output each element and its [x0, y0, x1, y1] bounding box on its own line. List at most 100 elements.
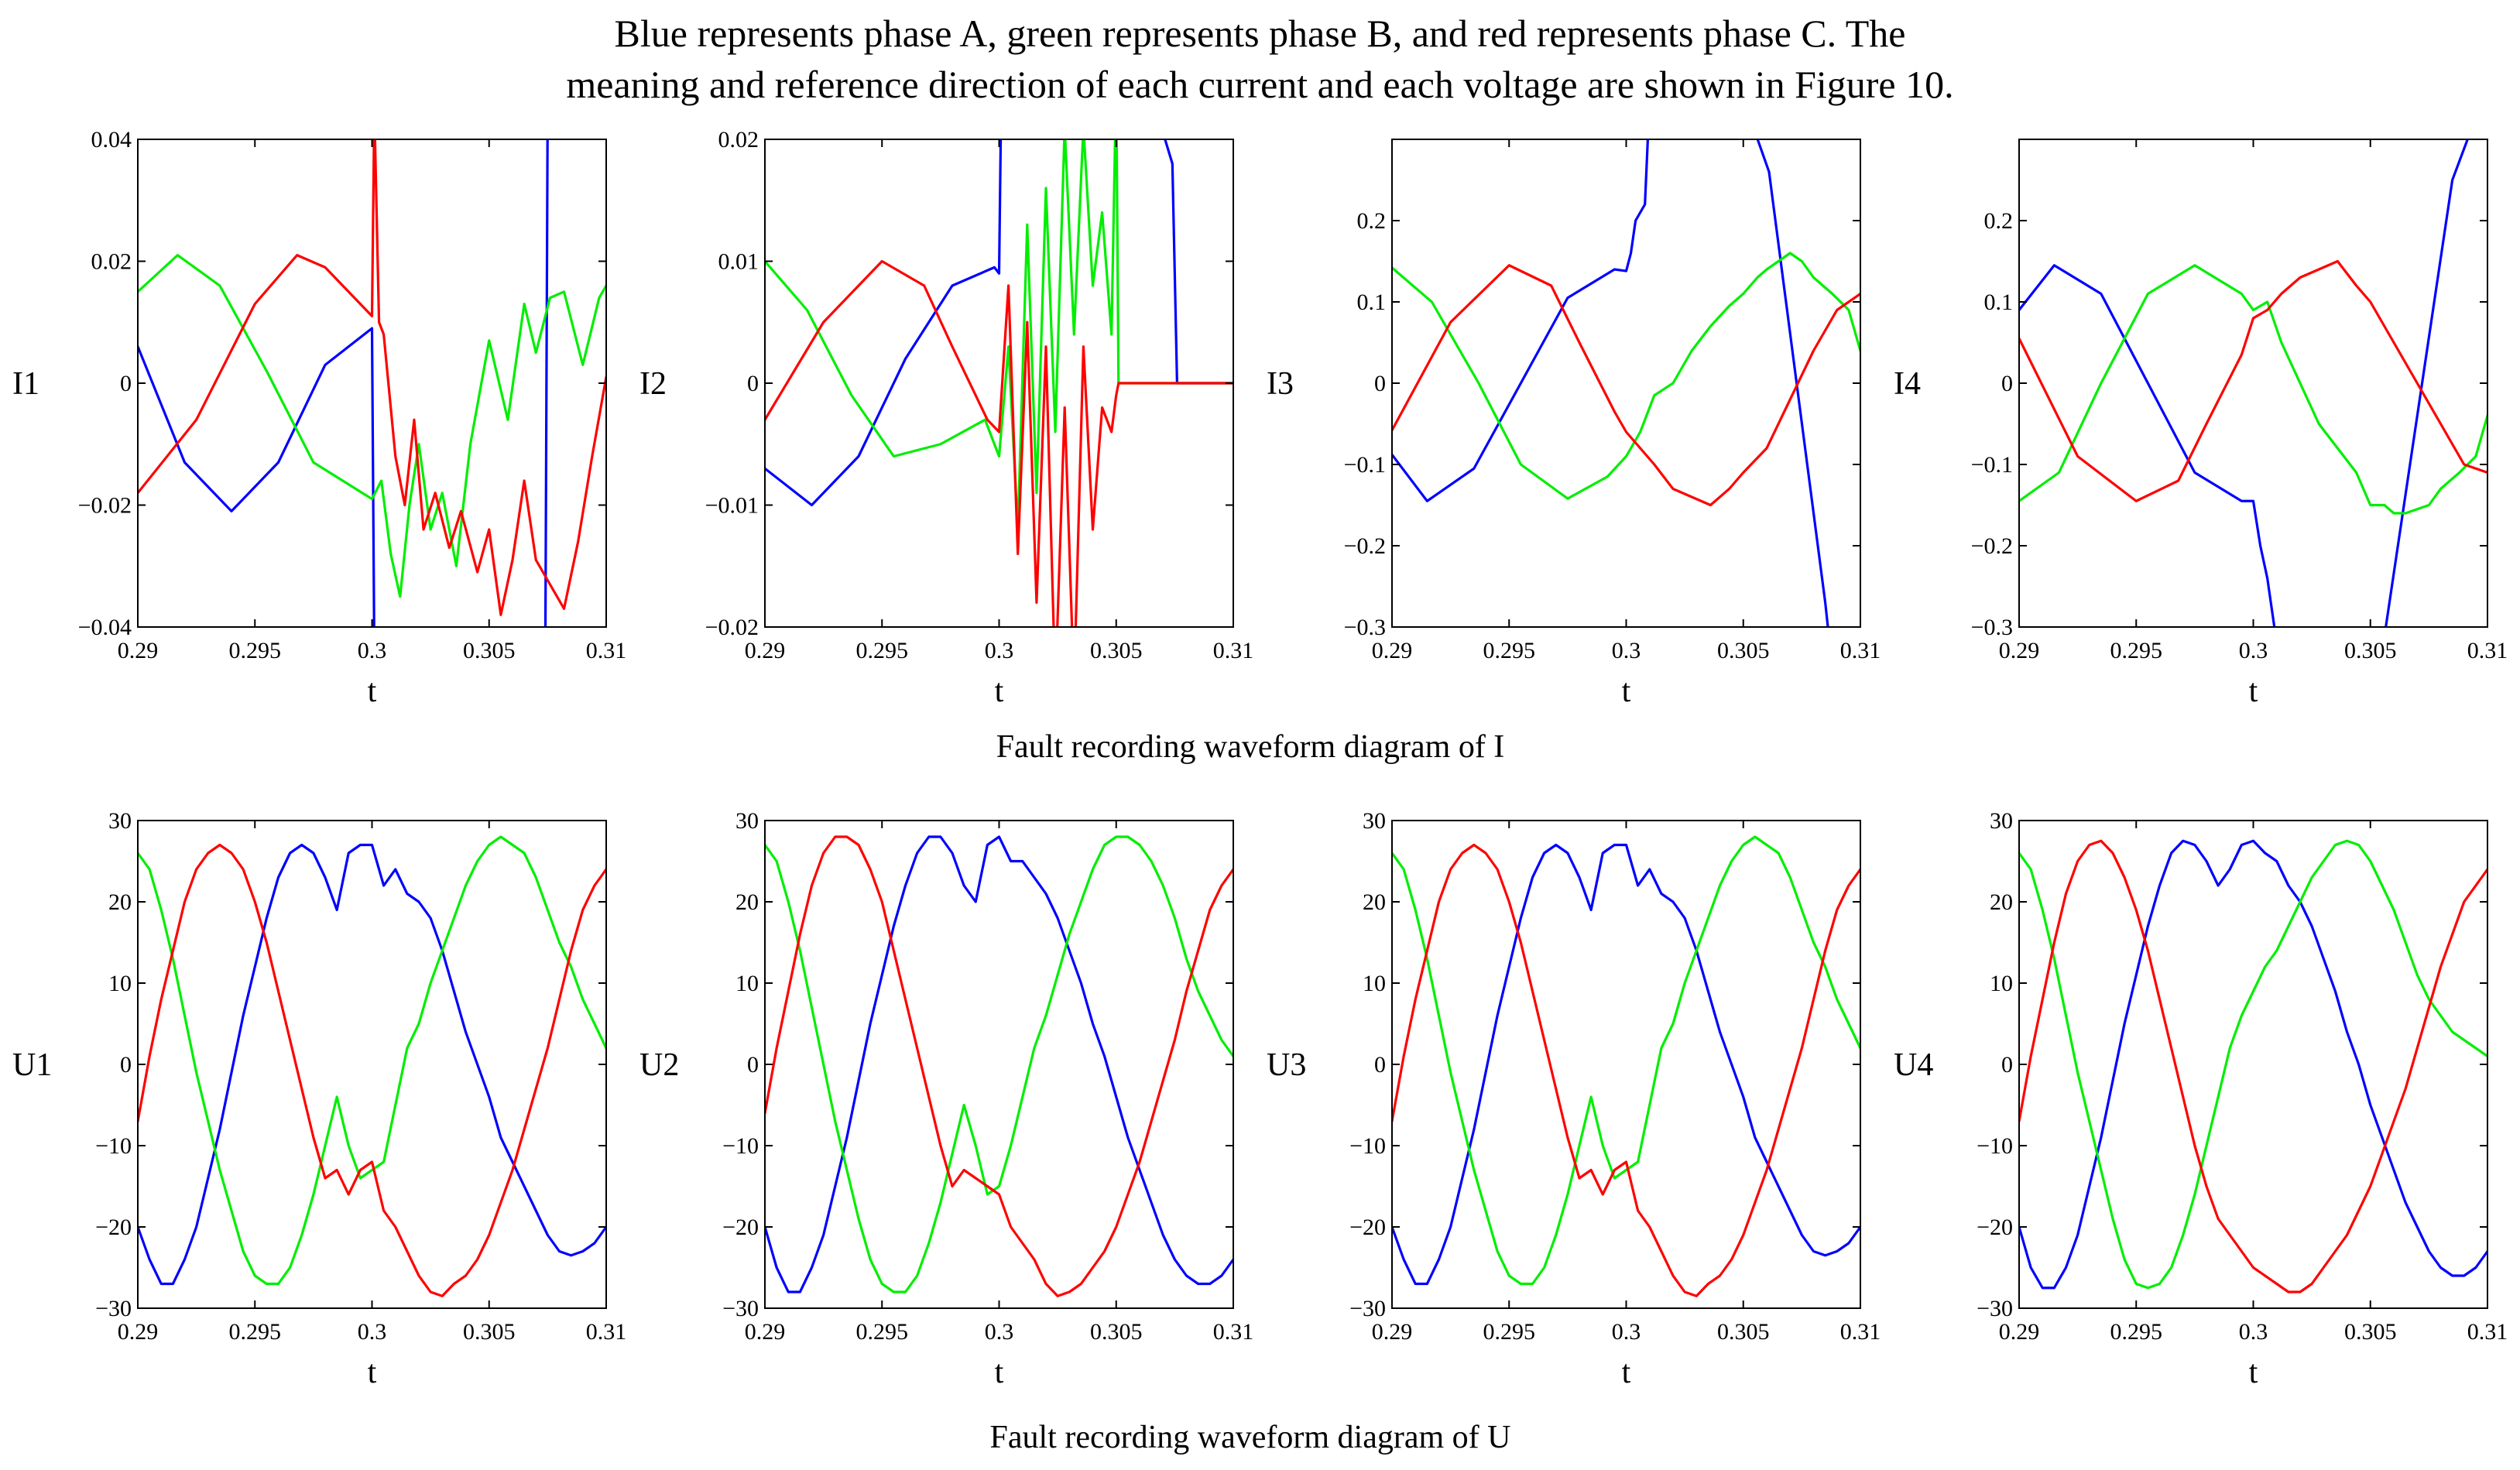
x-tick-label: 0.3: [358, 638, 387, 663]
x-axis-label: t: [995, 1355, 1004, 1390]
y-tick-label: 10: [735, 971, 759, 996]
y-tick-label: 20: [1363, 889, 1386, 915]
x-tick-label: 0.3: [2239, 1319, 2268, 1345]
plot-background: [2019, 821, 2487, 1308]
x-axis-label: t: [995, 673, 1004, 709]
series-group: [138, 835, 606, 1297]
phase-a-line: [1392, 139, 1829, 627]
x-tick-label: 0.295: [2110, 1319, 2163, 1345]
x-tick-label: 0.3: [1612, 1319, 1641, 1345]
y-tick-label: 0.1: [1357, 290, 1387, 315]
plot-background: [1392, 821, 1860, 1308]
phase-b-line: [138, 835, 606, 1286]
x-tick-label: 0.31: [586, 1319, 627, 1345]
phase-a-line: [138, 139, 549, 627]
x-tick-label: 0.3: [1612, 638, 1641, 663]
y-tick-label: 10: [108, 971, 132, 996]
x-tick-label: 0.295: [1483, 1319, 1536, 1345]
phase-c-line: [138, 139, 606, 616]
y-axis-label: U4: [1894, 1047, 1933, 1083]
panel-u4: 0.29 0.295 0.3 0.305 0.31 −30 −20 −10 0 10 20 30 U4 t: [1894, 808, 2508, 1390]
y-tick-label: 0: [120, 371, 132, 396]
y-tick-label: −0.3: [1344, 615, 1386, 640]
x-tick-label: 0.305: [463, 638, 516, 663]
note-line-2: meaning and reference direction of each …: [566, 63, 1954, 106]
y-axis-label: U1: [12, 1047, 52, 1083]
y-tick-label: 30: [735, 808, 759, 834]
phase-b-line: [1392, 835, 1860, 1286]
y-tick-label: 10: [1990, 971, 2013, 996]
panel-i3: 0.29 0.295 0.3 0.305 0.31 −0.3 −0.2 −0.1 0 0.1 0.2…: [1267, 139, 1881, 709]
x-axis-label: t: [1622, 1355, 1631, 1390]
y-tick-label: 0: [2001, 1052, 2013, 1078]
x-tick-label: 0.305: [2344, 638, 2397, 663]
x-tick-label: 0.295: [229, 1319, 282, 1345]
y-tick-label: −0.2: [1344, 533, 1386, 559]
y-axis-label: I2: [639, 366, 667, 402]
series-group: [1392, 139, 1860, 627]
phase-a-line: [1392, 843, 1860, 1286]
x-axis-label: t: [1622, 673, 1631, 709]
panel-u1: 0.29 0.295 0.3 0.305 0.31 −30 −20 −10 0 10 20 30 U1 t: [12, 808, 626, 1390]
x-tick-label: 0.31: [1840, 1319, 1881, 1345]
x-tick-label: 0.29: [118, 638, 159, 663]
figure-note: Blue represents phase A, green represent…: [0, 8, 2520, 110]
x-tick-label: 0.305: [1090, 638, 1143, 663]
x-tick-label: 0.305: [1717, 1319, 1770, 1345]
x-tick-label: 0.29: [1372, 638, 1413, 663]
y-tick-label: −0.02: [705, 615, 759, 640]
plot-background: [138, 821, 606, 1308]
series-group: [765, 835, 1233, 1297]
y-tick-label: 20: [735, 889, 759, 915]
y-tick-label: −20: [1349, 1215, 1386, 1240]
y-tick-label: 0.2: [1357, 208, 1387, 234]
y-tick-label: −10: [95, 1133, 132, 1159]
phase-b-line: [1392, 252, 1860, 500]
x-tick-label: 0.31: [586, 638, 627, 663]
y-tick-label: −0.04: [78, 615, 132, 640]
y-tick-label: 0.01: [718, 249, 759, 275]
x-tick-label: 0.31: [2467, 638, 2508, 663]
phase-b-line: [2019, 264, 2487, 515]
phase-c-line: [1392, 843, 1860, 1297]
x-tick-label: 0.305: [1090, 1319, 1143, 1345]
x-tick-label: 0.3: [985, 1319, 1014, 1345]
y-axis-label: I1: [12, 366, 39, 402]
phase-b-line: [2019, 839, 2487, 1290]
phase-b-line: [765, 835, 1233, 1294]
panel-i2: 0.29 0.295 0.3 0.305 0.31 −0.02 −0.01 0 0.01 0.02…: [639, 127, 1253, 709]
x-tick-label: 0.31: [1840, 638, 1881, 663]
y-tick-label: 0.2: [1984, 208, 2014, 234]
x-tick-label: 0.305: [1717, 638, 1770, 663]
y-tick-label: 20: [108, 889, 132, 915]
phase-a-line: [765, 139, 1233, 507]
plot-background: [2019, 139, 2487, 627]
y-tick-label: −0.1: [1344, 452, 1386, 478]
y-tick-label: 10: [1363, 971, 1386, 996]
x-tick-label: 0.29: [1999, 1319, 2040, 1345]
y-axis-label: U3: [1267, 1047, 1306, 1083]
series-group: [2019, 839, 2487, 1294]
plot-background: [1392, 139, 1860, 627]
y-tick-label: −0.1: [1971, 452, 2013, 478]
series-group: [1392, 835, 1860, 1297]
y-tick-label: −0.01: [705, 493, 759, 519]
y-tick-label: −0.02: [78, 493, 132, 519]
y-tick-label: 0: [1374, 1052, 1386, 1078]
x-tick-label: 0.295: [2110, 638, 2163, 663]
y-tick-label: 30: [1990, 808, 2013, 834]
y-tick-label: 30: [1363, 808, 1386, 834]
y-tick-label: 0.04: [91, 127, 132, 152]
x-tick-label: 0.295: [229, 638, 282, 663]
x-tick-label: 0.3: [2239, 638, 2268, 663]
phase-c-line: [2019, 259, 2487, 502]
note-line-1: Blue represents phase A, green represent…: [614, 12, 1906, 55]
y-tick-label: −30: [95, 1296, 132, 1321]
y-tick-label: 0: [1374, 371, 1386, 396]
x-tick-label: 0.305: [463, 1319, 516, 1345]
x-axis-label: t: [368, 673, 377, 709]
caption-voltage: Fault recording waveform diagram of U: [990, 1420, 1511, 1455]
x-tick-label: 0.31: [1213, 1319, 1254, 1345]
panel-i4: 0.29 0.295 0.3 0.305 0.31 −0.3 −0.2 −0.1 0 0.1 0.2…: [1894, 139, 2508, 709]
